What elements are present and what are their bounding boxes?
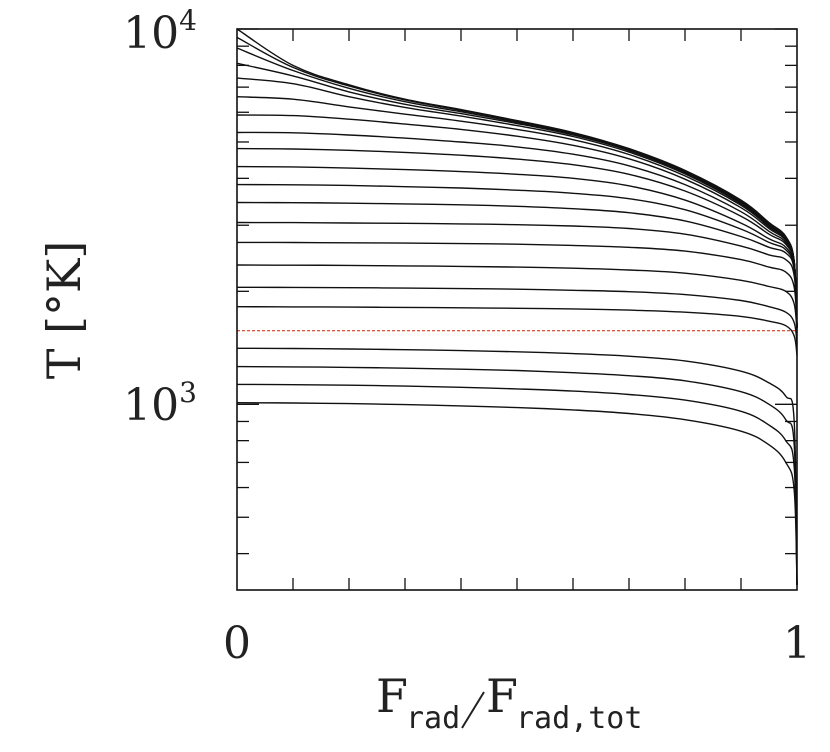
temperature-curve-9	[236, 147, 798, 328]
temperature-curve-11	[236, 183, 798, 328]
temperature-curve-1	[236, 28, 798, 328]
temperature-curve-13	[236, 221, 798, 328]
temperature-curve-2	[236, 36, 798, 328]
temperature-curve-6	[236, 96, 798, 328]
temperature-curve-17	[236, 306, 798, 356]
temperature-curve-15	[236, 264, 798, 333]
temperature-curve-12	[236, 201, 798, 328]
y-axis-label: T [°K]	[37, 241, 91, 380]
temperature-curve-8	[236, 131, 798, 328]
svg-text:F: F	[486, 669, 518, 723]
ticks-layer	[237, 28, 797, 590]
temperature-curve-14	[236, 241, 798, 328]
x-axis-label: F rad F rad,tot	[376, 669, 642, 736]
x-tick-label-1: 1	[783, 618, 811, 669]
x-tick-label-0: 0	[223, 618, 251, 669]
temperature-curve-10	[236, 165, 798, 328]
y-tick-label-1000: 103	[123, 376, 197, 431]
y-tick-label-10000: 104	[123, 4, 197, 59]
curves-layer	[236, 28, 798, 586]
svg-text:rad,tot: rad,tot	[516, 701, 642, 736]
plot-frame	[236, 28, 798, 591]
temperature-curve-20	[236, 383, 798, 586]
temperature-curve-18	[236, 347, 798, 586]
temperature-curve-7	[236, 114, 798, 328]
temperature-curve-16	[236, 286, 798, 344]
svg-text:rad: rad	[406, 701, 460, 736]
temperature-curve-21	[236, 402, 798, 586]
temperature-curve-19	[236, 365, 798, 586]
svg-text:F: F	[376, 669, 408, 723]
